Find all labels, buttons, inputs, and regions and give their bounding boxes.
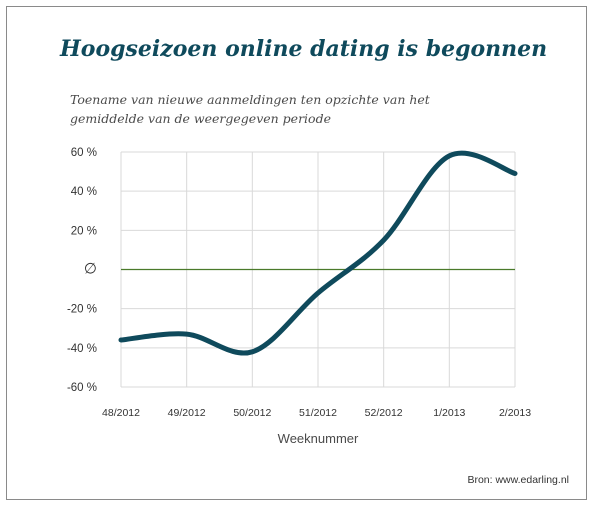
x-tick-label: 48/2012 bbox=[102, 407, 140, 419]
y-tick-label: ∅ bbox=[84, 261, 97, 278]
chart-title: Hoogseizoen online dating is begonnen bbox=[60, 36, 548, 62]
data-point bbox=[119, 338, 124, 343]
source-note: Bron: www.edarling.nl bbox=[467, 474, 569, 486]
data-point bbox=[513, 171, 518, 176]
y-tick-label: -20 % bbox=[67, 304, 97, 316]
x-tick-label: 1/2013 bbox=[433, 407, 465, 419]
data-point bbox=[447, 153, 452, 158]
data-point bbox=[316, 291, 321, 296]
data-point bbox=[184, 332, 189, 337]
y-tick-label: 40 % bbox=[71, 186, 97, 198]
x-tick-label: 2/2013 bbox=[499, 407, 531, 419]
chart-subtitle-line-1: Toename van nieuwe aanmeldingen ten opzi… bbox=[70, 92, 430, 107]
y-tick-label: 60 % bbox=[71, 147, 97, 159]
chart-subtitle-line-2: gemiddelde van de weergegeven periode bbox=[70, 111, 331, 126]
y-tick-label: 20 % bbox=[71, 225, 97, 237]
y-tick-label: -40 % bbox=[67, 343, 97, 355]
y-tick-label: -60 % bbox=[67, 382, 97, 394]
chart-subtitle: Toename van nieuwe aanmeldingen ten opzi… bbox=[70, 90, 450, 128]
x-tick-label: 51/2012 bbox=[299, 407, 337, 419]
series-line bbox=[118, 150, 518, 356]
data-point bbox=[381, 238, 386, 243]
x-tick-label: 49/2012 bbox=[168, 407, 206, 419]
x-axis-title: Weeknummer bbox=[278, 431, 359, 446]
data-point bbox=[250, 349, 255, 354]
x-tick-label: 52/2012 bbox=[365, 407, 403, 419]
chart-frame bbox=[6, 6, 587, 500]
x-tick-label: 50/2012 bbox=[233, 407, 271, 419]
